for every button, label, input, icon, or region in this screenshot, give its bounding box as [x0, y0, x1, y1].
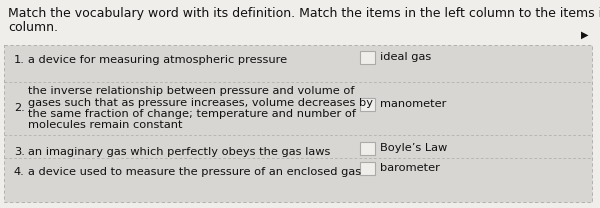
Text: the same fraction of change; temperature and number of: the same fraction of change; temperature…	[28, 109, 356, 119]
Text: Boyle’s Law: Boyle’s Law	[380, 143, 447, 153]
Bar	[360, 51, 375, 63]
Text: 2.: 2.	[14, 103, 25, 113]
Text: 1.: 1.	[14, 55, 25, 65]
Text: a device used to measure the pressure of an enclosed gas: a device used to measure the pressure of…	[28, 167, 361, 177]
Text: molecules remain constant: molecules remain constant	[28, 120, 182, 130]
Text: ▶: ▶	[581, 30, 588, 40]
Text: a device for measuring atmospheric pressure: a device for measuring atmospheric press…	[28, 55, 287, 65]
Bar	[4, 45, 592, 202]
Bar	[360, 141, 375, 155]
Bar	[360, 161, 375, 175]
Text: column.: column.	[8, 21, 58, 34]
Text: an imaginary gas which perfectly obeys the gas laws: an imaginary gas which perfectly obeys t…	[28, 147, 331, 157]
Text: the inverse relationship between pressure and volume of: the inverse relationship between pressur…	[28, 86, 355, 96]
Bar	[360, 98, 375, 110]
Text: barometer: barometer	[380, 163, 440, 173]
Text: ideal gas: ideal gas	[380, 52, 431, 62]
Text: gases such that as pressure increases, volume decreases by: gases such that as pressure increases, v…	[28, 98, 373, 108]
Text: Match the vocabulary word with its definition. Match the items in the left colum: Match the vocabulary word with its defin…	[8, 7, 600, 20]
Text: 4.: 4.	[14, 167, 25, 177]
Text: 3.: 3.	[14, 147, 25, 157]
Text: manometer: manometer	[380, 99, 446, 109]
